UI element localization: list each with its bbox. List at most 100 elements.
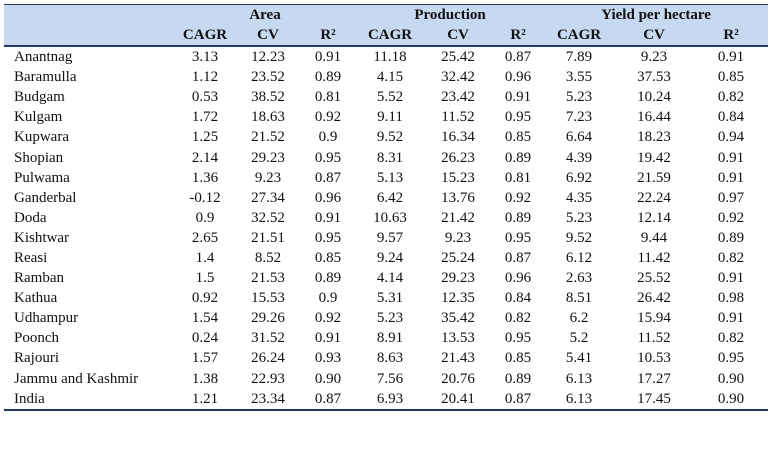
yield-r2-cell: 0.84: [717, 109, 745, 126]
district-name-cell: Poonch: [14, 330, 59, 347]
table-row: Reasi 1.4 8.52 0.85 9.24 25.24 0.87 6.12 11.42 0.…: [4, 248, 768, 268]
area-cagr-cell: 1.25: [191, 129, 219, 146]
yield-cagr-cell: 6.13: [544, 388, 615, 411]
yield-r2-cell: 0.91: [717, 310, 745, 327]
area-r2-cell: 0.95: [314, 229, 342, 246]
area-r2-cell: 0.93: [314, 350, 342, 367]
yield-cv-cell: 19.42: [637, 149, 671, 166]
group-header-area: Area: [249, 7, 281, 23]
production-cagr-cell: 9.52: [376, 129, 404, 146]
production-cagr-cell: 9.24: [376, 249, 404, 266]
yield-cv-cell: 17.27: [637, 370, 671, 387]
yield-r2-cell: 0.91: [717, 49, 745, 66]
table-row: Udhampur 1.54 29.26 0.92 5.23 35.42 0.82 6.2 15.…: [4, 308, 768, 328]
area-cagr-cell: 0.92: [191, 290, 219, 307]
yield-cagr-cell: 9.52: [565, 229, 593, 246]
area-cagr-cell: 2.65: [191, 229, 219, 246]
production-r2-cell: 0.96: [504, 270, 532, 287]
column-header-row: CAGR CV R² CAGR CV R² CAGR CV R²: [4, 25, 769, 47]
production-cv-cell: 13.53: [441, 330, 475, 347]
col-header-production-cv: CV: [424, 25, 493, 47]
yield-r2-cell: 0.91: [717, 270, 745, 287]
district-name-cell: Rajouri: [14, 350, 59, 367]
district-name-cell: Shopian: [14, 149, 64, 166]
production-cv-cell: 13.76: [441, 189, 475, 206]
production-r2-cell: 0.84: [504, 290, 532, 307]
area-cv-cell: 38.52: [251, 89, 285, 106]
production-cv-cell: 16.34: [441, 129, 475, 146]
area-cv-cell: 29.26: [251, 310, 285, 327]
table-row: India 1.21 23.34 0.87 6.93 20.41 0.87 6.13 17.45…: [4, 388, 769, 411]
yield-r2-cell: 0.82: [717, 89, 745, 106]
yield-cv-cell: 9.44: [640, 229, 668, 246]
area-r2-cell: 0.81: [314, 89, 342, 106]
production-r2-cell: 0.85: [504, 350, 532, 367]
area-cagr-cell: 3.13: [191, 49, 219, 66]
area-r2-cell: 0.96: [314, 189, 342, 206]
area-cv-cell: 9.23: [254, 169, 282, 186]
production-cv-cell: 20.76: [441, 370, 475, 387]
yield-cagr-cell: 7.89: [565, 49, 593, 66]
production-cv-cell: 32.42: [441, 69, 475, 86]
production-cv-cell: 23.42: [441, 89, 475, 106]
production-r2-cell: 0.89: [504, 370, 532, 387]
production-r2-cell: 0.82: [504, 310, 532, 327]
yield-cagr-cell: 6.64: [565, 129, 593, 146]
district-name-cell: Pulwama: [14, 169, 70, 186]
area-cagr-cell: 0.53: [191, 89, 219, 106]
yield-cagr-cell: 4.39: [565, 149, 593, 166]
area-r2-cell: 0.87: [300, 388, 357, 411]
production-r2-cell: 0.91: [504, 89, 532, 106]
col-header-yield-cagr: CAGR: [544, 25, 615, 47]
col-header-production-cagr: CAGR: [356, 25, 425, 47]
production-cagr-cell: 7.56: [376, 370, 404, 387]
area-r2-cell: 0.9: [318, 129, 338, 146]
col-header-area-cagr: CAGR: [174, 25, 236, 47]
table-row: Kathua 0.92 15.53 0.9 5.31 12.35 0.84 8.51 26.42…: [4, 288, 768, 308]
area-cv-cell: 29.23: [251, 149, 285, 166]
area-cv-cell: 23.52: [251, 69, 285, 86]
yield-cagr-cell: 8.51: [565, 290, 593, 307]
area-r2-cell: 0.89: [314, 69, 342, 86]
district-name-cell: Jammu and Kashmir: [14, 370, 139, 387]
production-r2-cell: 0.87: [504, 49, 532, 66]
production-r2-cell: 0.96: [504, 69, 532, 86]
production-r2-cell: 0.92: [504, 189, 532, 206]
yield-cv-cell: 11.52: [637, 330, 671, 347]
table-row: Budgam 0.53 38.52 0.81 5.52 23.42 0.91 5.23 10.2…: [4, 87, 768, 107]
yield-cagr-cell: 5.23: [565, 209, 593, 226]
production-cagr-cell: 10.63: [373, 209, 407, 226]
yield-cagr-cell: 6.92: [565, 169, 593, 186]
area-r2-cell: 0.95: [314, 149, 342, 166]
production-r2-cell: 0.95: [504, 330, 532, 347]
group-header-row: Area Production Yield per hectare: [4, 4, 769, 25]
yield-cv-cell: 25.52: [637, 270, 671, 287]
yield-cagr-cell: 7.23: [565, 109, 593, 126]
district-name-cell: Kathua: [14, 290, 58, 307]
production-cagr-cell: 4.15: [376, 69, 404, 86]
yield-cv-cell: 26.42: [637, 290, 671, 307]
table-row: Kishtwar 2.65 21.51 0.95 9.57 9.23 0.95 9.52 9.4…: [4, 228, 768, 248]
district-name-cell: Doda: [14, 209, 47, 226]
district-name-cell: India: [4, 388, 174, 411]
area-cagr-cell: 1.5: [195, 270, 215, 287]
col-header-area-cv: CV: [236, 25, 300, 47]
yield-cagr-cell: 6.13: [565, 370, 593, 387]
yield-cagr-cell: 3.55: [565, 69, 593, 86]
header-district-blank-2: [4, 25, 174, 47]
area-cagr-cell: 0.9: [195, 209, 215, 226]
production-cagr-cell: 6.42: [376, 189, 404, 206]
district-name-cell: Ramban: [14, 270, 64, 287]
production-r2-cell: 0.89: [504, 149, 532, 166]
table-body: Anantnag 3.13 12.23 0.91 11.18 25.42 0.87 7.89 9…: [4, 46, 769, 411]
growth-statistics-table: Area Production Yield per hectare CAGR C…: [4, 4, 769, 411]
group-header-production: Production: [414, 7, 486, 23]
production-cagr-cell: 5.13: [376, 169, 404, 186]
yield-r2-cell: 0.94: [717, 129, 745, 146]
table-row: Pulwama 1.36 9.23 0.87 5.13 15.23 0.81 6.92 21.5…: [4, 168, 768, 188]
table-row: Jammu and Kashmir 1.38 22.93 0.90 7.56 20.76 0…: [4, 369, 768, 389]
production-cagr-cell: 11.18: [373, 49, 407, 66]
table-row: Doda 0.9 32.52 0.91 10.63 21.42 0.89 5.23 12.14 0…: [4, 208, 768, 228]
table-row: Rajouri 1.57 26.24 0.93 8.63 21.43 0.85 5.41 10.…: [4, 348, 768, 368]
production-cv-cell: 26.23: [441, 149, 475, 166]
